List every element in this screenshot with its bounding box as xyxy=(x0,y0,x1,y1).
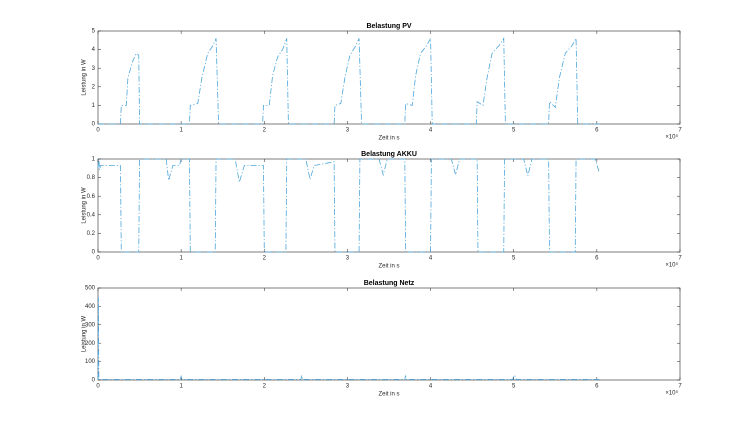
x-tick-label: 6 xyxy=(595,256,599,262)
x-tick-label: 7 xyxy=(678,128,682,134)
x-axis-label: Zeit in s xyxy=(378,136,399,142)
y-tick-label: 0.2 xyxy=(87,231,96,237)
y-tick-label: 1 xyxy=(92,103,96,109)
x-tick-label: 2 xyxy=(263,384,267,390)
y-tick-label: 400 xyxy=(85,304,96,310)
x-multiplier: ×10⁵ xyxy=(665,134,678,141)
x-tick-label: 5 xyxy=(512,384,516,390)
x-tick-label: 3 xyxy=(346,256,350,262)
y-tick-label: 0 xyxy=(92,250,96,256)
y-tick-label: 500 xyxy=(85,286,96,292)
y-tick-label: 0.8 xyxy=(87,175,96,181)
x-tick-label: 0 xyxy=(96,128,100,134)
x-tick-label: 7 xyxy=(678,256,682,262)
x-tick-label: 2 xyxy=(263,256,267,262)
x-tick-label: 7 xyxy=(678,384,682,390)
x-tick-label: 3 xyxy=(346,384,350,390)
x-axis-label: Zeit in s xyxy=(378,392,399,398)
x-tick-label: 6 xyxy=(595,384,599,390)
y-tick-label: 2 xyxy=(92,84,96,90)
y-tick-label: 0 xyxy=(92,378,96,384)
y-tick-label: 5 xyxy=(92,29,96,35)
data-line xyxy=(97,158,600,253)
x-tick-label: 0 xyxy=(96,256,100,262)
x-tick-label: 4 xyxy=(429,128,433,134)
y-axis-label: Leistung in W xyxy=(82,187,88,224)
y-tick-label: 4 xyxy=(92,47,96,53)
y-tick-label: 300 xyxy=(85,322,96,328)
axes-box xyxy=(97,30,681,125)
x-tick-label: 3 xyxy=(346,128,350,134)
chart-title: Belastung PV xyxy=(366,23,411,30)
y-axis-label: Leistung in W xyxy=(82,315,88,352)
y-tick-label: 100 xyxy=(85,359,96,365)
y-axis-label: Leistung in W xyxy=(82,59,88,96)
chart-title: Belastung AKKU xyxy=(361,151,417,158)
chart-title: Belastung Netz xyxy=(364,280,415,287)
x-tick-label: 4 xyxy=(429,384,433,390)
x-axis-label: Zeit in s xyxy=(378,264,399,270)
axes-box xyxy=(97,158,681,253)
x-tick-label: 1 xyxy=(179,256,183,262)
y-tick-label: 3 xyxy=(92,66,96,72)
x-multiplier: ×10⁵ xyxy=(665,262,678,269)
x-tick-label: 6 xyxy=(595,128,599,134)
y-tick-label: 0.6 xyxy=(87,194,96,200)
y-tick-label: 0.4 xyxy=(87,212,96,218)
x-tick-label: 0 xyxy=(96,384,100,390)
x-tick-label: 5 xyxy=(512,256,516,262)
x-multiplier: ×10⁵ xyxy=(665,390,678,397)
y-tick-label: 200 xyxy=(85,341,96,347)
axes-box xyxy=(97,287,681,381)
x-tick-label: 1 xyxy=(179,384,183,390)
x-tick-label: 1 xyxy=(179,128,183,134)
x-tick-label: 5 xyxy=(512,128,516,134)
data-line xyxy=(97,297,600,381)
x-tick-label: 2 xyxy=(263,128,267,134)
y-tick-label: 1 xyxy=(92,157,96,163)
y-tick-label: 0 xyxy=(92,122,96,128)
x-tick-label: 4 xyxy=(429,256,433,262)
